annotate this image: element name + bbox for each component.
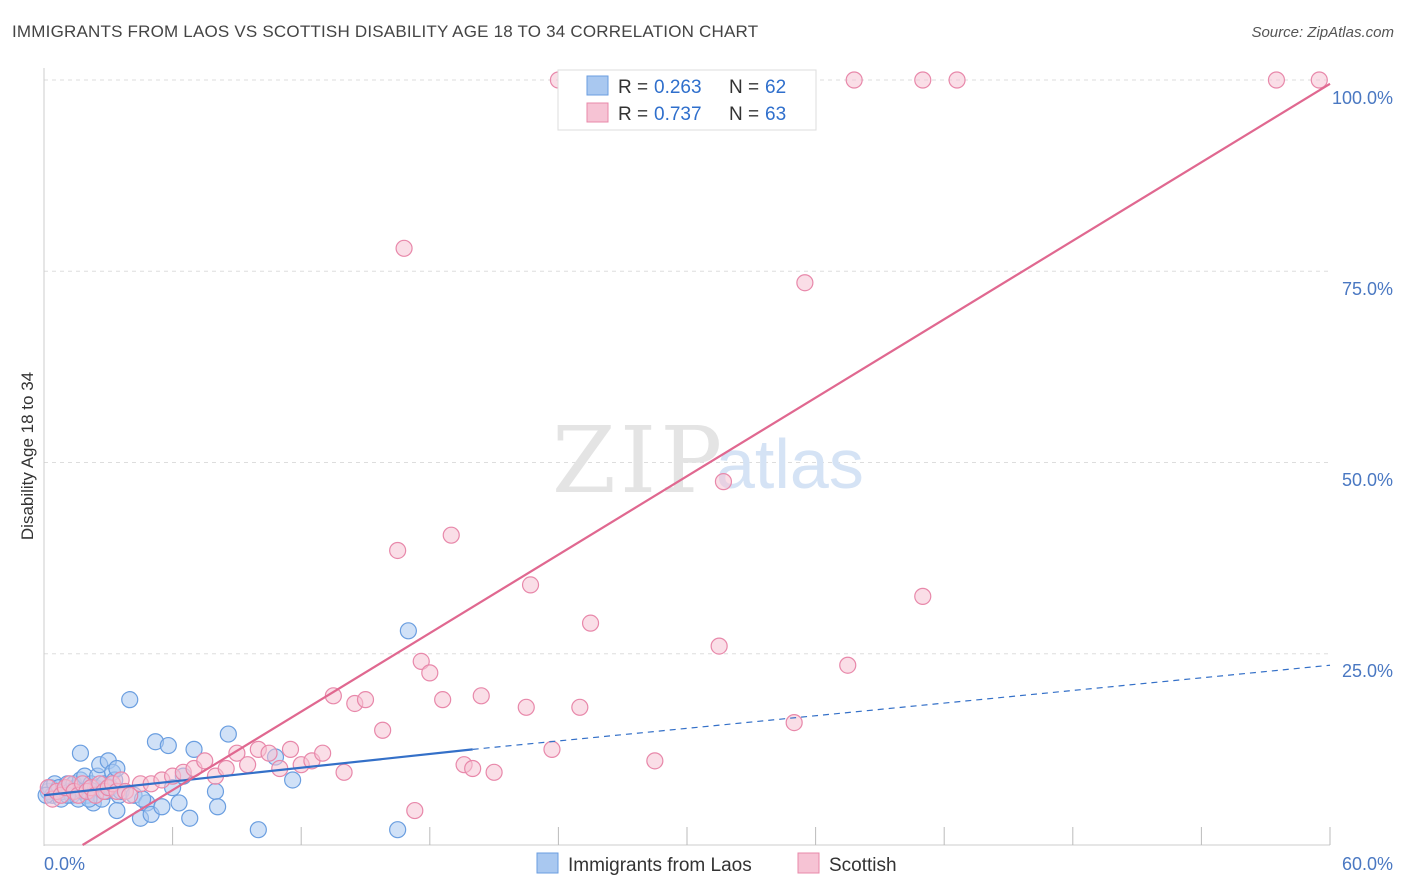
scottish-point <box>646 752 664 770</box>
legend-swatch-laos <box>586 75 609 96</box>
scottish-point <box>196 752 214 770</box>
scottish-point <box>356 691 375 709</box>
legend-n-label-scottish: N = <box>729 104 759 125</box>
scottish-point <box>1267 71 1286 89</box>
bottom-legend-label-laos: Immigrants from Laos <box>568 855 752 876</box>
scottish-point <box>521 576 540 594</box>
scottish-point <box>948 71 966 89</box>
laos-point <box>389 821 407 839</box>
scottish-point <box>121 786 139 804</box>
scottish-point <box>374 721 392 739</box>
legend-swatch-scottish <box>586 102 609 123</box>
trend-line-laos <box>43 748 473 797</box>
scottish-point <box>335 763 353 781</box>
scottish-point <box>571 698 589 716</box>
scottish-point <box>839 656 857 674</box>
scottish-point <box>412 652 430 671</box>
correlation-legend: R = 0.263 N = 62 R = 0.737 N = 63 <box>557 69 817 131</box>
scottish-point <box>1310 71 1328 89</box>
scottish-point <box>785 713 803 732</box>
scottish-point <box>517 698 535 716</box>
scottish-point <box>845 71 863 89</box>
y-tick-label-100: 100.0% <box>1332 88 1393 108</box>
scottish-point <box>485 763 503 781</box>
laos-point <box>185 740 203 758</box>
bottom-legend-label-scottish: Scottish <box>829 855 897 876</box>
bottom-legend-swatch-laos <box>536 852 559 874</box>
y-axis-label: Disability Age 18 to 34 <box>18 372 37 540</box>
trend-lines <box>43 82 1331 846</box>
gridlines <box>44 79 1330 655</box>
legend-n-value-scottish: 63 <box>765 104 786 125</box>
laos-point <box>153 798 171 816</box>
watermark-zip: ZIP <box>552 407 726 514</box>
laos-point <box>181 809 199 827</box>
legend-r-label-laos: R = <box>618 77 648 98</box>
x-axis-ticks <box>43 827 1331 846</box>
scottish-point <box>442 526 460 544</box>
scottish-point <box>389 541 407 560</box>
laos-point <box>108 801 126 820</box>
laos-point <box>209 798 227 816</box>
legend-r-value-scottish: 0.737 <box>654 104 702 125</box>
bottom-legend-swatch-scottish <box>797 852 820 874</box>
series-immigrants-from-laos <box>37 622 417 839</box>
laos-point <box>284 771 302 789</box>
trend-line-scottish <box>82 82 1331 846</box>
scottish-point <box>434 691 452 709</box>
scottish-point <box>421 664 439 682</box>
laos-point <box>71 744 90 762</box>
laos-point <box>249 821 267 839</box>
scottish-point <box>914 71 932 89</box>
legend-n-label-laos: N = <box>729 77 759 98</box>
y-tick-label-50: 50.0% <box>1342 470 1393 490</box>
scottish-point <box>406 801 424 820</box>
scottish-point <box>395 239 413 257</box>
x-tick-label-min: 0.0% <box>44 854 85 874</box>
legend-n-value-laos: 62 <box>765 77 786 98</box>
scottish-point <box>581 614 600 632</box>
scottish-point <box>464 759 482 778</box>
scottish-point <box>914 587 932 605</box>
x-tick-label-max: 60.0% <box>1342 854 1393 874</box>
scottish-point <box>281 740 300 758</box>
watermark-atlas: atlas <box>716 425 864 503</box>
chart-title: IMMIGRANTS FROM LAOS VS SCOTTISH DISABIL… <box>12 22 759 41</box>
series-legend: Immigrants from Laos Scottish <box>536 852 897 876</box>
chart-source: Source: ZipAtlas.com <box>1251 24 1394 41</box>
scottish-point <box>472 687 490 705</box>
laos-point <box>399 622 417 640</box>
legend-r-label-scottish: R = <box>618 104 648 125</box>
scottish-point <box>314 744 332 762</box>
laos-point <box>159 736 177 755</box>
scottish-point <box>543 740 561 758</box>
y-tick-label-75: 75.0% <box>1342 279 1393 299</box>
y-tick-label-25: 25.0% <box>1342 661 1393 681</box>
trend-line-laos-extension <box>472 664 1331 750</box>
scottish-point <box>796 274 814 292</box>
legend-r-value-laos: 0.263 <box>654 77 702 98</box>
laos-point <box>219 725 237 743</box>
laos-point <box>170 794 188 812</box>
scottish-point <box>710 637 728 655</box>
scottish-point <box>239 756 257 774</box>
scottish-point <box>714 473 733 491</box>
laos-point <box>121 691 139 709</box>
laos-point <box>206 782 225 801</box>
scottish-point <box>260 744 278 762</box>
